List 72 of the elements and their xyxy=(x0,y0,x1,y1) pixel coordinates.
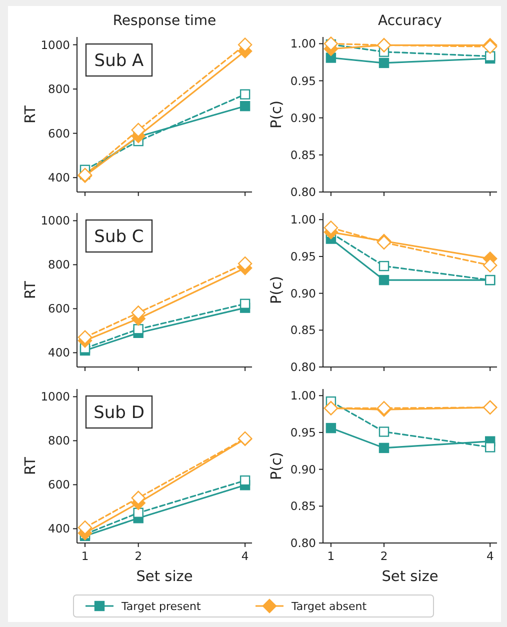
point xyxy=(238,38,252,52)
point xyxy=(378,274,390,286)
point xyxy=(324,36,338,51)
legend-label: Target absent xyxy=(290,600,368,613)
point xyxy=(133,324,144,334)
y-tick-label: 400 xyxy=(48,170,70,185)
annotation: Sub C xyxy=(94,226,144,247)
y-tick-label: 0.80 xyxy=(290,360,316,374)
y-tick-label: 0.80 xyxy=(290,185,316,200)
point xyxy=(378,426,390,437)
chart-title: Response time xyxy=(112,13,216,29)
chart-title: Accuracy xyxy=(378,13,442,29)
y-tick-label: 0.95 xyxy=(290,426,316,440)
y-tick-label: 0.85 xyxy=(290,148,316,162)
annotation: Sub A xyxy=(94,50,144,71)
point xyxy=(240,298,250,309)
y-tick-label: 1.00 xyxy=(290,36,316,51)
point xyxy=(240,475,250,486)
y-axis-title: P(c) xyxy=(269,276,285,304)
x-tick-label: 1 xyxy=(81,549,89,563)
y-tick-label: 600 xyxy=(48,478,70,492)
y-axis-title: RT xyxy=(23,105,39,124)
point xyxy=(485,442,496,452)
y-tick-label: 1000 xyxy=(40,390,70,404)
x-axis-title: Set size xyxy=(382,569,438,585)
y-tick-label: 0.95 xyxy=(290,250,316,264)
point xyxy=(378,442,390,454)
point xyxy=(78,330,92,344)
point xyxy=(238,256,252,271)
y-tick-label: 600 xyxy=(48,302,70,316)
y-tick-label: 600 xyxy=(48,126,70,140)
y-tick-label: 1.00 xyxy=(290,388,316,403)
y-axis-title: P(c) xyxy=(269,452,285,480)
point xyxy=(133,508,144,518)
y-tick-label: 0.90 xyxy=(290,286,316,300)
x-tick-label: 2 xyxy=(134,549,142,563)
point xyxy=(131,306,146,320)
point xyxy=(485,51,496,62)
point xyxy=(378,58,390,68)
y-tick-label: 800 xyxy=(48,82,70,96)
y-tick-label: 0.80 xyxy=(290,536,316,550)
x-tick-label: 1 xyxy=(327,549,335,563)
point xyxy=(324,220,338,235)
y-tick-label: 400 xyxy=(48,522,70,536)
y-tick-label: 1000 xyxy=(40,214,70,228)
annotation: Sub D xyxy=(94,402,144,423)
point xyxy=(378,260,390,272)
legend-label: Target present xyxy=(120,600,202,613)
x-tick-label: 2 xyxy=(380,549,388,563)
y-axis-title: RT xyxy=(23,456,39,475)
y-axis-title: P(c) xyxy=(269,100,285,129)
y-tick-label: 0.90 xyxy=(290,462,316,476)
y-tick-label: 0.95 xyxy=(290,74,316,88)
point xyxy=(326,422,336,434)
y-tick-label: 0.90 xyxy=(290,110,316,125)
x-tick-label: 4 xyxy=(486,549,494,563)
y-axis-title: RT xyxy=(23,280,39,299)
y-tick-label: 400 xyxy=(48,346,70,360)
point xyxy=(131,490,146,505)
y-tick-label: 800 xyxy=(48,258,70,272)
y-tick-label: 0.85 xyxy=(290,323,316,338)
y-tick-label: 0.85 xyxy=(290,499,316,514)
point xyxy=(131,122,146,138)
x-tick-label: 4 xyxy=(241,549,249,563)
point xyxy=(240,89,250,100)
y-tick-label: 1.00 xyxy=(290,212,316,227)
point xyxy=(240,100,250,112)
y-tick-label: 1000 xyxy=(40,38,70,52)
point xyxy=(78,520,92,535)
point xyxy=(483,258,498,272)
x-axis-title: Set size xyxy=(136,569,193,585)
y-tick-label: 800 xyxy=(48,434,70,448)
